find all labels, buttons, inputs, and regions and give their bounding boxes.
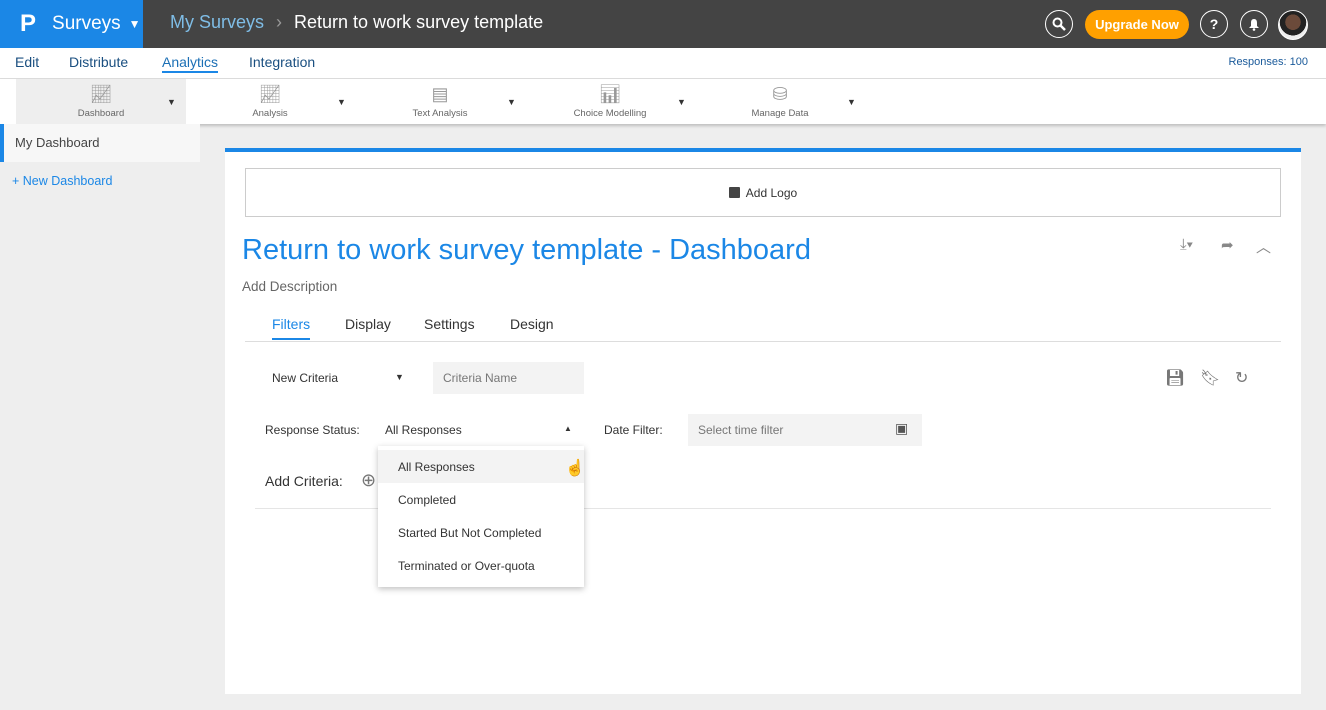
document-icon: ▤ xyxy=(431,84,449,104)
criteria-name-input[interactable]: Criteria Name xyxy=(433,362,584,394)
help-icon[interactable]: ? xyxy=(1200,10,1228,38)
tab-filters[interactable]: Filters xyxy=(272,316,311,340)
tool-analysis[interactable]: 📈︎ Analysis xyxy=(185,79,355,124)
option-terminated[interactable]: Terminated or Over-quota xyxy=(398,559,535,573)
breadcrumb-survey: Return to work survey template xyxy=(294,12,544,32)
tool-label: Manage Data xyxy=(751,108,809,119)
breadcrumb: My Surveys › Return to work survey templ… xyxy=(170,12,543,33)
hand-cursor-icon: ☝ xyxy=(565,460,585,477)
tab-settings[interactable]: Settings xyxy=(424,316,475,332)
sidebar-item-my-dashboard[interactable]: My Dashboard xyxy=(0,124,200,162)
tool-manage-data[interactable]: ⛁ Manage Data xyxy=(695,79,865,124)
criteria-select[interactable]: New Criteria xyxy=(272,371,339,385)
app-name: Surveys xyxy=(52,13,121,34)
response-status-select[interactable]: All Responses xyxy=(385,423,462,437)
caret-down-icon: ▼ xyxy=(128,17,141,31)
search-icon[interactable] xyxy=(1045,10,1073,38)
reset-icon[interactable]: ↻ xyxy=(1235,370,1249,387)
add-circle-icon[interactable]: ⊕ xyxy=(361,470,377,490)
caret-down-icon[interactable]: ▼ xyxy=(677,97,686,107)
bar-chart-icon: 📊︎ xyxy=(598,84,622,104)
app-switcher[interactable]: P Surveys ▼ xyxy=(0,0,143,48)
nav-distribute[interactable]: Distribute xyxy=(69,54,129,70)
database-icon: ⛁ xyxy=(772,84,788,104)
option-completed[interactable]: Completed xyxy=(398,493,457,507)
date-filter-label: Date Filter: xyxy=(604,423,663,437)
line-chart-icon: 📈︎ xyxy=(89,84,113,104)
chart-icon: 📈︎ xyxy=(258,84,282,104)
tool-dashboard[interactable]: 📈︎ Dashboard xyxy=(16,79,186,124)
nav-integration[interactable]: Integration xyxy=(249,54,316,70)
new-dashboard-link[interactable]: + New Dashboard xyxy=(12,174,113,188)
breadcrumb-my-surveys[interactable]: My Surveys xyxy=(170,12,265,32)
option-all-responses[interactable]: All Responses xyxy=(378,450,584,483)
share-icon[interactable]: ➦ xyxy=(1221,237,1234,254)
tab-design[interactable]: Design xyxy=(510,316,554,332)
tool-label: Dashboard xyxy=(77,108,125,119)
tool-label: Text Analysis xyxy=(412,108,468,119)
chevron-right-icon: › xyxy=(276,12,283,32)
analytics-toolbar: 📈︎ Dashboard ▼ 📈︎ Analysis ▼ ▤ Text Analysi… xyxy=(0,79,1326,124)
sidebar xyxy=(0,124,200,710)
caret-down-icon[interactable]: ▼ xyxy=(337,97,346,107)
add-logo-label: Add Logo xyxy=(745,185,798,200)
caret-down-icon[interactable]: ▼ xyxy=(167,97,176,107)
tool-label: Choice Modelling xyxy=(573,108,647,119)
download-icon[interactable]: ⤓▾ xyxy=(1180,236,1193,253)
nav-edit[interactable]: Edit xyxy=(15,54,40,70)
page-title[interactable]: Return to work survey template - Dashboa… xyxy=(242,234,811,266)
tool-text-analysis[interactable]: ▤ Text Analysis xyxy=(355,79,525,124)
tool-label: Analysis xyxy=(252,108,288,119)
caret-down-icon[interactable]: ▼ xyxy=(507,97,516,107)
response-status-label: Response Status: xyxy=(265,423,360,437)
responses-count: Responses: 100 xyxy=(1228,56,1309,68)
date-filter-input[interactable]: Select time filter xyxy=(688,414,922,446)
tab-display[interactable]: Display xyxy=(345,316,391,332)
dashboard-card: Add Logo Return to work survey template … xyxy=(225,148,1301,694)
tool-choice-modelling[interactable]: 📊︎ Choice Modelling xyxy=(525,79,695,124)
option-started-not-completed[interactable]: Started But Not Completed xyxy=(398,526,542,540)
upgrade-now-button[interactable]: Upgrade Now xyxy=(1085,10,1189,39)
main-nav: Edit Distribute Analytics Integration Re… xyxy=(0,48,1326,79)
bell-icon[interactable] xyxy=(1240,10,1268,38)
image-icon xyxy=(728,187,740,198)
caret-down-icon[interactable]: ▼ xyxy=(847,97,856,107)
caret-down-icon[interactable]: ▼ xyxy=(395,372,404,382)
collapse-icon[interactable]: ︿ xyxy=(1256,239,1272,256)
nav-analytics[interactable]: Analytics xyxy=(162,54,219,73)
avatar[interactable] xyxy=(1278,10,1308,40)
calendar-icon[interactable]: ▣ xyxy=(895,420,909,436)
add-description[interactable]: Add Description xyxy=(242,279,338,294)
dashboard-tabs: Filters Display Settings Design xyxy=(245,316,1281,342)
add-criteria-label: Add Criteria: xyxy=(265,473,343,489)
logo: P xyxy=(20,10,37,37)
add-logo-button[interactable]: Add Logo xyxy=(245,168,1281,217)
divider xyxy=(255,508,1271,509)
response-status-dropdown: All Responses Completed Started But Not … xyxy=(378,446,584,587)
save-icon[interactable]: 💾︎ xyxy=(1165,370,1186,387)
bookmark-icon[interactable]: 🔖︎ xyxy=(1200,370,1221,387)
caret-up-icon[interactable]: ▲ xyxy=(564,424,572,433)
